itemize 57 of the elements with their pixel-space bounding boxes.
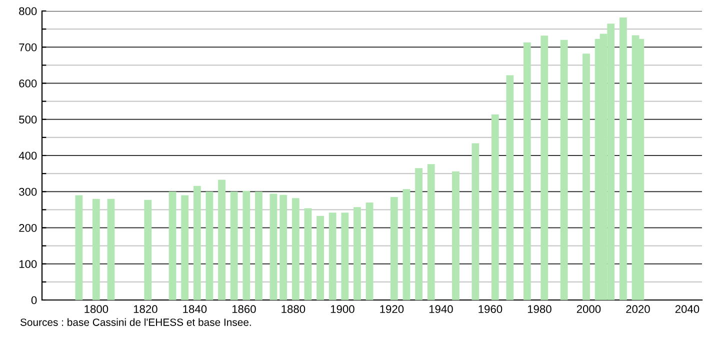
bar: [92, 198, 100, 300]
bar: [193, 186, 201, 300]
bar: [144, 200, 152, 300]
bar: [427, 164, 435, 300]
x-tick-label: 2000: [576, 305, 601, 314]
bar: [328, 212, 336, 300]
bar: [506, 75, 514, 300]
x-tick-label: 1860: [232, 305, 256, 314]
x-tick-label: 1820: [134, 305, 158, 314]
x-tick-label: 1880: [282, 305, 306, 314]
bar: [230, 192, 238, 300]
bar: [472, 143, 480, 300]
bar: [523, 42, 531, 300]
x-tick-label: 1940: [429, 305, 453, 314]
bar: [304, 208, 312, 300]
x-tick-label: 2040: [675, 305, 700, 314]
x-tick-label: 1920: [380, 305, 404, 314]
x-tick-label: 1800: [84, 305, 108, 314]
x-tick-label: 1900: [330, 305, 354, 314]
bar: [75, 195, 83, 300]
bar: [491, 114, 499, 300]
bar: [280, 194, 288, 300]
bar: [366, 202, 374, 300]
y-tick-label: 300: [19, 188, 37, 196]
bar: [582, 54, 590, 300]
bar: [560, 40, 568, 300]
bar: [255, 192, 262, 300]
bar: [168, 192, 176, 300]
bar: [390, 197, 398, 300]
bar: [292, 198, 300, 300]
y-tick-label: 0: [31, 296, 37, 304]
bar: [218, 180, 226, 300]
y-tick-label: 500: [19, 116, 37, 124]
source-note: Sources : base Cassini de l'EHESS et base Insee.: [20, 318, 251, 326]
bar: [316, 216, 324, 300]
bar: [181, 195, 189, 300]
y-tick-label: 400: [18, 152, 37, 160]
bar: [242, 190, 250, 300]
bar: [341, 212, 349, 300]
bar: [206, 192, 214, 300]
y-tick-label: 700: [19, 43, 37, 52]
x-tick-label: 2020: [626, 305, 650, 314]
y-tick-label: 100: [19, 260, 37, 268]
y-tick-label: 200: [19, 224, 37, 232]
bar: [107, 198, 115, 300]
x-tick-label: 1960: [478, 305, 502, 314]
bar: [415, 168, 422, 300]
x-tick-label: 1840: [183, 305, 207, 314]
bar: [354, 207, 361, 300]
y-tick-label: 800: [19, 7, 37, 16]
y-tick-label: 600: [19, 80, 37, 88]
bar: [402, 189, 410, 300]
bar: [270, 194, 278, 300]
bar: [540, 36, 548, 300]
x-tick-label: 1980: [528, 305, 552, 314]
bar: [452, 171, 460, 300]
bar: [620, 18, 627, 300]
